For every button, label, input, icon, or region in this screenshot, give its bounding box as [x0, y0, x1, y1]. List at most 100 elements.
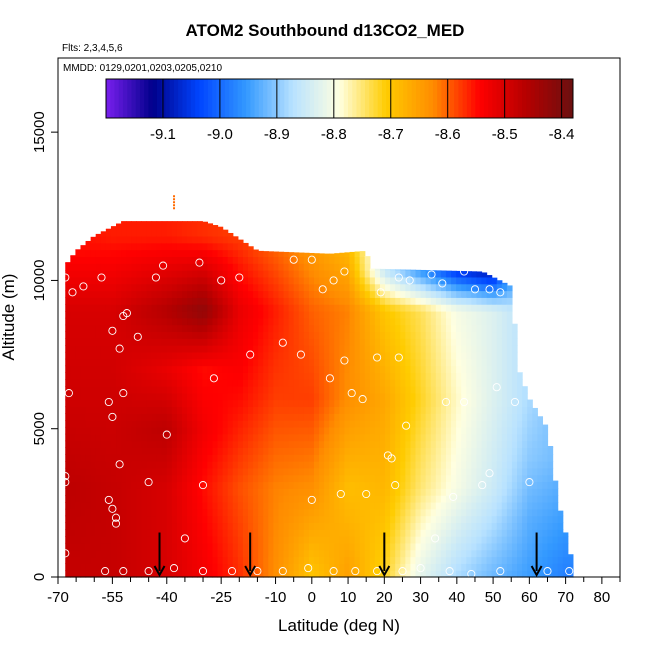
field-cell — [192, 515, 198, 524]
colorbar-swatch — [432, 79, 438, 118]
field-cell — [461, 433, 467, 442]
field-cell — [207, 542, 214, 551]
field-cell — [75, 249, 82, 258]
field-cell — [182, 345, 188, 353]
field-cell — [202, 229, 208, 237]
field-cell — [253, 386, 259, 394]
colorbar-swatch — [173, 79, 179, 118]
field-cell — [456, 310, 462, 319]
field-cell — [217, 331, 224, 339]
field-cell — [116, 358, 122, 367]
field-cell — [232, 283, 239, 292]
field-cell — [374, 365, 381, 373]
field-cell — [395, 324, 401, 333]
field-cell — [425, 536, 432, 544]
field-cell — [253, 515, 259, 524]
x-tick-label: 80 — [594, 589, 611, 606]
field-cell — [379, 358, 386, 367]
field-cell — [339, 447, 346, 455]
field-cell — [440, 461, 447, 469]
field-cell — [217, 338, 224, 346]
field-cell — [451, 386, 457, 394]
field-cell — [313, 563, 320, 571]
field-cell — [344, 338, 351, 346]
field-cell — [253, 440, 259, 448]
field-cell — [445, 317, 452, 326]
field-cell — [435, 351, 442, 360]
field-cell — [156, 256, 163, 264]
field-cell — [242, 440, 249, 448]
field-cell — [511, 386, 518, 394]
field-cell — [451, 426, 457, 435]
field-cell — [476, 413, 483, 421]
field-cell — [303, 501, 310, 510]
field-cell — [481, 386, 488, 394]
field-cell — [232, 467, 239, 476]
field-cell — [313, 508, 320, 517]
field-cell — [425, 563, 432, 571]
field-cell — [405, 461, 412, 469]
field-cell — [146, 556, 153, 564]
field-cell — [151, 440, 158, 448]
field-cell — [182, 392, 188, 401]
field-cell — [298, 501, 305, 510]
field-cell — [496, 280, 503, 285]
field-cell — [278, 351, 285, 360]
field-cell — [451, 399, 457, 408]
field-cell — [405, 399, 412, 408]
sample-point — [460, 397, 469, 407]
field-cell — [476, 501, 483, 510]
field-cell — [176, 413, 183, 421]
field-cell — [298, 304, 305, 312]
field-cell — [288, 467, 295, 476]
field-cell — [161, 297, 168, 305]
field-cell — [379, 304, 386, 312]
field-cell — [476, 317, 483, 326]
field-cell — [151, 501, 158, 510]
field-cell — [359, 467, 366, 476]
field-cell — [242, 379, 249, 387]
field-cell — [85, 392, 92, 401]
field-cell — [303, 474, 310, 483]
field-cell — [354, 338, 361, 346]
field-cell — [232, 440, 239, 448]
field-cell — [481, 310, 488, 319]
field-cell — [247, 324, 254, 333]
field-cell — [440, 338, 447, 346]
field-cell — [481, 372, 488, 380]
field-cell — [344, 345, 351, 353]
field-cell — [258, 256, 264, 264]
field-cell — [283, 263, 290, 271]
field-cell — [359, 495, 366, 503]
field-cell — [313, 481, 320, 489]
field-cell — [207, 297, 214, 305]
field-cell — [65, 297, 71, 305]
field-cell — [268, 420, 274, 428]
field-cell — [511, 447, 518, 455]
field-cell — [232, 358, 239, 367]
field-cell — [425, 310, 432, 319]
field-cell — [227, 304, 234, 312]
field-cell — [161, 283, 168, 292]
field-cell — [298, 474, 305, 483]
field-cell — [85, 481, 92, 489]
field-cell — [491, 467, 498, 476]
field-cell — [247, 331, 254, 339]
colorbar-swatch — [135, 79, 141, 118]
field-cell — [298, 522, 305, 530]
field-cell — [197, 461, 203, 469]
field-cell — [283, 529, 290, 537]
field-cell — [126, 358, 132, 367]
field-cell — [242, 304, 249, 312]
field-cell — [202, 345, 208, 353]
field-cell — [324, 345, 330, 353]
field-cell — [390, 549, 396, 558]
field-cell — [263, 461, 269, 469]
field-cell — [263, 508, 269, 517]
field-cell — [334, 406, 340, 414]
field-cell — [339, 556, 346, 564]
field-cell — [329, 256, 335, 264]
field-cell — [197, 392, 203, 401]
field-cell — [369, 386, 376, 394]
sample-point — [61, 549, 70, 558]
